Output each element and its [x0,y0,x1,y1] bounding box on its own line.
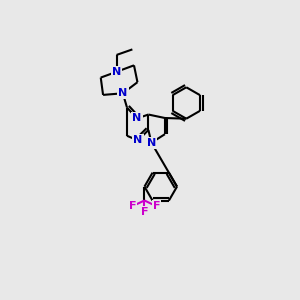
Text: F: F [141,207,148,217]
Text: N: N [132,113,142,124]
Text: N: N [147,138,156,148]
Text: F: F [153,201,160,211]
Text: N: N [112,67,121,77]
Text: N: N [118,88,128,98]
Text: F: F [129,201,136,211]
Text: N: N [133,135,142,146]
